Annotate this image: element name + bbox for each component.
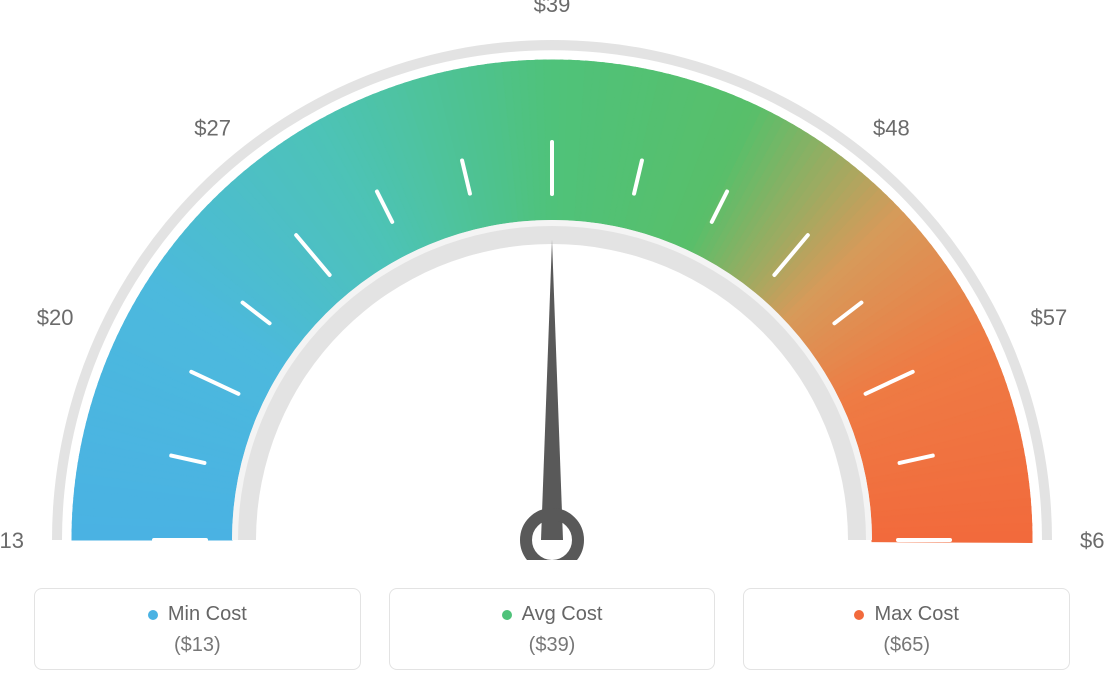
svg-text:$57: $57 — [1031, 305, 1068, 330]
legend-min-label: Min Cost — [148, 603, 247, 626]
cost-gauge-chart: $13 $20 $27 $39 $48 $57 $65 Min Cost ($13) Avg… — [0, 0, 1104, 690]
legend-avg-label: Avg Cost — [502, 603, 603, 626]
svg-text:$20: $20 — [37, 305, 74, 330]
legend-max-label: Max Cost — [854, 603, 958, 626]
legend-max-cost: Max Cost ($65) — [743, 588, 1070, 670]
svg-text:$65: $65 — [1080, 528, 1104, 553]
legend-label-text: Max Cost — [874, 603, 958, 626]
svg-text:$27: $27 — [194, 116, 231, 141]
svg-text:$39: $39 — [534, 0, 571, 17]
dot-icon — [502, 610, 512, 620]
legend-avg-value: ($39) — [400, 634, 705, 657]
gauge-area: $13 $20 $27 $39 $48 $57 $65 — [0, 0, 1104, 560]
dot-icon — [148, 610, 158, 620]
legend-min-value: ($13) — [45, 634, 350, 657]
svg-text:$48: $48 — [873, 116, 910, 141]
gauge-svg: $13 $20 $27 $39 $48 $57 $65 — [0, 0, 1104, 560]
legend-label-text: Min Cost — [168, 603, 247, 626]
legend-row: Min Cost ($13) Avg Cost ($39) Max Cost (… — [0, 588, 1104, 670]
svg-text:$13: $13 — [0, 528, 24, 553]
legend-min-cost: Min Cost ($13) — [34, 588, 361, 670]
legend-label-text: Avg Cost — [522, 603, 603, 626]
legend-avg-cost: Avg Cost ($39) — [389, 588, 716, 670]
dot-icon — [854, 610, 864, 620]
legend-max-value: ($65) — [754, 634, 1059, 657]
